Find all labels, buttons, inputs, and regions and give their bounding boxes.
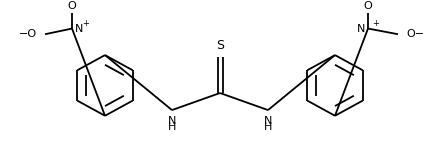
Text: O: O	[68, 1, 77, 11]
Text: +: +	[372, 19, 379, 28]
Text: O−: O−	[406, 29, 424, 39]
Text: H: H	[168, 122, 176, 132]
Text: O: O	[363, 1, 372, 11]
Text: N: N	[75, 24, 83, 34]
Text: N: N	[357, 24, 365, 34]
Text: +: +	[82, 19, 89, 28]
Text: S: S	[216, 39, 224, 52]
Text: −O: −O	[19, 29, 37, 39]
Text: N: N	[168, 116, 176, 126]
Text: N: N	[264, 116, 272, 126]
Text: H: H	[264, 122, 272, 132]
